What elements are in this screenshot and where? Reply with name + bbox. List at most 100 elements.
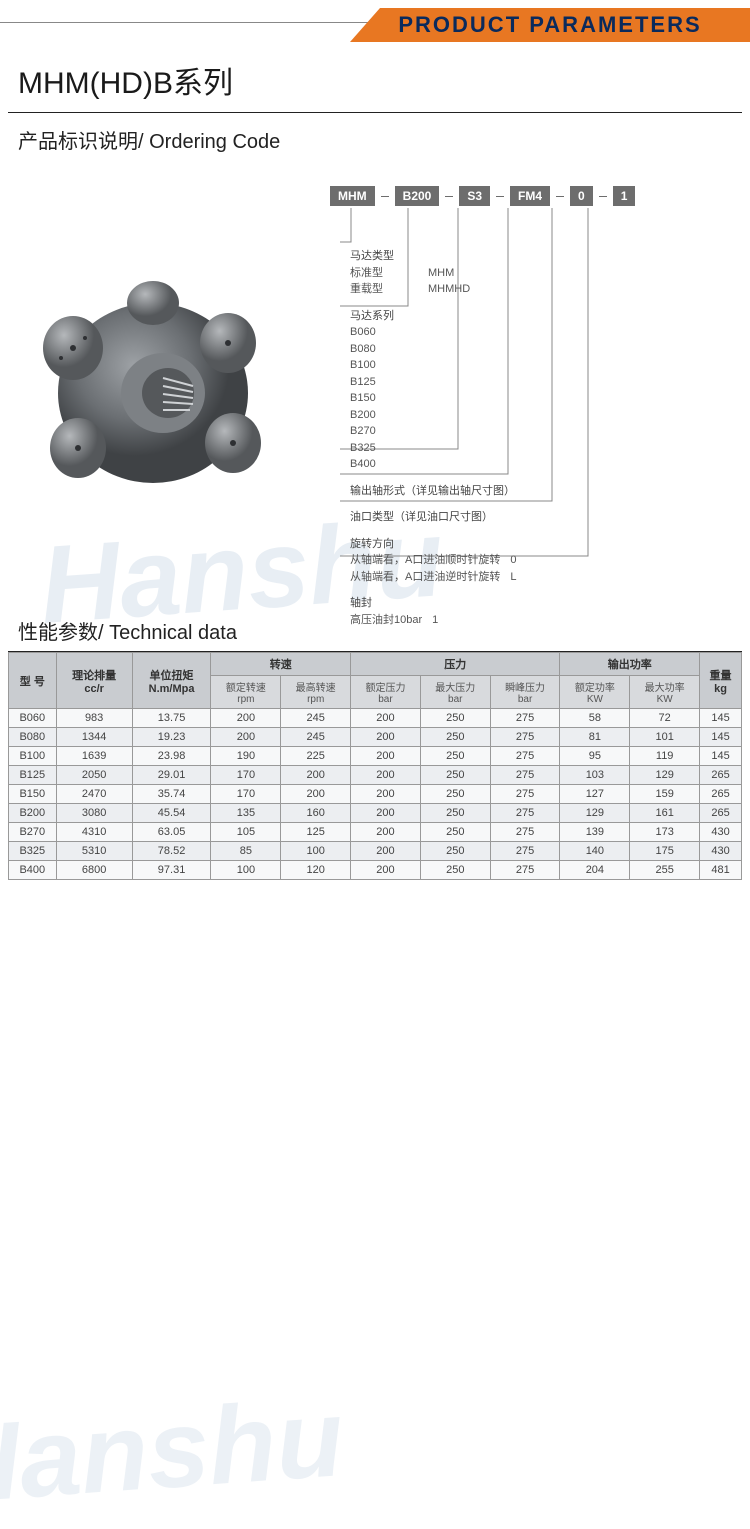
- technical-data-table: 型 号理论排量cc/r单位扭矩N.m/Mpa转速压力输出功率重量kg额定转速rp…: [8, 652, 742, 880]
- group-title: 马达系列: [350, 308, 710, 325]
- table-cell: 97.31: [132, 861, 211, 880]
- row-label: B100: [350, 357, 418, 374]
- table-header-group: 输出功率: [560, 653, 700, 676]
- table-cell: 250: [420, 785, 490, 804]
- table-cell: 481: [700, 861, 742, 880]
- table-cell: 63.05: [132, 823, 211, 842]
- row-label: B200: [350, 407, 418, 424]
- table-cell: 95: [560, 747, 630, 766]
- table-cell: 173: [630, 823, 700, 842]
- description-group: 马达系列B060B080B100B125B150B200B270B325B400: [350, 308, 710, 473]
- table-cell: 200: [351, 804, 421, 823]
- table-cell: 78.52: [132, 842, 211, 861]
- group-row: B200: [350, 407, 710, 424]
- table-cell: 200: [351, 842, 421, 861]
- table-cell: 45.54: [132, 804, 211, 823]
- watermark: Hanshu: [0, 1374, 347, 1529]
- technical-section-title: 性能参数/ Technical data: [8, 608, 742, 652]
- table-header-sub: 额定压力bar: [351, 676, 421, 709]
- code-dash: [556, 196, 564, 197]
- description-group: 油口类型（详见油口尺寸图）: [350, 509, 710, 526]
- table-cell: 100: [211, 861, 281, 880]
- row-value: 0: [510, 552, 516, 569]
- table-cell: 19.23: [132, 728, 211, 747]
- table-cell: 160: [281, 804, 351, 823]
- group-row: B150: [350, 390, 710, 407]
- table-cell: 170: [211, 785, 281, 804]
- table-cell: 430: [700, 823, 742, 842]
- table-cell: 275: [490, 823, 560, 842]
- table-cell: 23.98: [132, 747, 211, 766]
- row-label: B325: [350, 440, 418, 457]
- table-cell: 105: [211, 823, 281, 842]
- table-cell: 275: [490, 785, 560, 804]
- table-cell: 175: [630, 842, 700, 861]
- row-value: MHMHD: [428, 281, 470, 298]
- table-cell: 200: [351, 766, 421, 785]
- table-cell: 1639: [56, 747, 132, 766]
- table-cell: 275: [490, 747, 560, 766]
- row-label: B080: [350, 341, 418, 358]
- table-cell: 204: [560, 861, 630, 880]
- table-cell: 2050: [56, 766, 132, 785]
- table-cell: 5310: [56, 842, 132, 861]
- table-cell: 129: [630, 766, 700, 785]
- description-group: 马达类型标准型MHM重载型MHMHD: [350, 248, 710, 298]
- table-header-sub: 最大压力bar: [420, 676, 490, 709]
- table-cell: 127: [560, 785, 630, 804]
- table-cell: 225: [281, 747, 351, 766]
- table-row: B200308045.54135160200250275129161265: [9, 804, 742, 823]
- row-label: 从轴端看，A口进油顺时针旋转: [350, 552, 500, 569]
- code-box: S3: [459, 186, 490, 206]
- table-cell: 245: [281, 709, 351, 728]
- row-label: B400: [350, 456, 418, 473]
- group-title: 旋转方向: [350, 536, 710, 553]
- group-row: B080: [350, 341, 710, 358]
- table-cell: 140: [560, 842, 630, 861]
- code-box: 0: [570, 186, 593, 206]
- table-cell: 250: [420, 766, 490, 785]
- table-cell: B080: [9, 728, 57, 747]
- table-cell: 58: [560, 709, 630, 728]
- table-cell: 250: [420, 823, 490, 842]
- table-cell: 145: [700, 709, 742, 728]
- group-row: B400: [350, 456, 710, 473]
- table-cell: 275: [490, 709, 560, 728]
- table-cell: 245: [281, 728, 351, 747]
- table-cell: 430: [700, 842, 742, 861]
- code-box: MHM: [330, 186, 375, 206]
- code-dash: [381, 196, 389, 197]
- table-cell: 983: [56, 709, 132, 728]
- table-cell: B060: [9, 709, 57, 728]
- code-boxes: MHMB200S3FM401: [330, 186, 635, 206]
- ordering-block: Hanshu: [0, 158, 750, 608]
- table-cell: 72: [630, 709, 700, 728]
- table-cell: 275: [490, 804, 560, 823]
- group-row: B325: [350, 440, 710, 457]
- table-header-group: 单位扭矩N.m/Mpa: [132, 653, 211, 709]
- table-cell: 29.01: [132, 766, 211, 785]
- table-cell: 250: [420, 804, 490, 823]
- table-cell: 200: [351, 785, 421, 804]
- group-row: B060: [350, 324, 710, 341]
- table-row: B270431063.05105125200250275139173430: [9, 823, 742, 842]
- table-cell: 81: [560, 728, 630, 747]
- group-row: 从轴端看，A口进油逆时针旋转L: [350, 569, 710, 586]
- table-cell: B100: [9, 747, 57, 766]
- row-label: 重载型: [350, 281, 418, 298]
- table-cell: 135: [211, 804, 281, 823]
- table-row: B150247035.74170200200250275127159265: [9, 785, 742, 804]
- table-row: B080134419.2320024520025027581101145: [9, 728, 742, 747]
- table-cell: 200: [351, 747, 421, 766]
- group-row: B100: [350, 357, 710, 374]
- header-banner: PRODUCT PARAMETERS: [0, 2, 750, 44]
- table-cell: 200: [281, 766, 351, 785]
- table-cell: 190: [211, 747, 281, 766]
- table-cell: 200: [211, 728, 281, 747]
- code-dash: [496, 196, 504, 197]
- table-cell: 275: [490, 842, 560, 861]
- table-header-sub: 额定转速rpm: [211, 676, 281, 709]
- table-cell: B400: [9, 861, 57, 880]
- table-cell: 200: [351, 709, 421, 728]
- ordering-section-title: 产品标识说明/ Ordering Code: [0, 113, 750, 158]
